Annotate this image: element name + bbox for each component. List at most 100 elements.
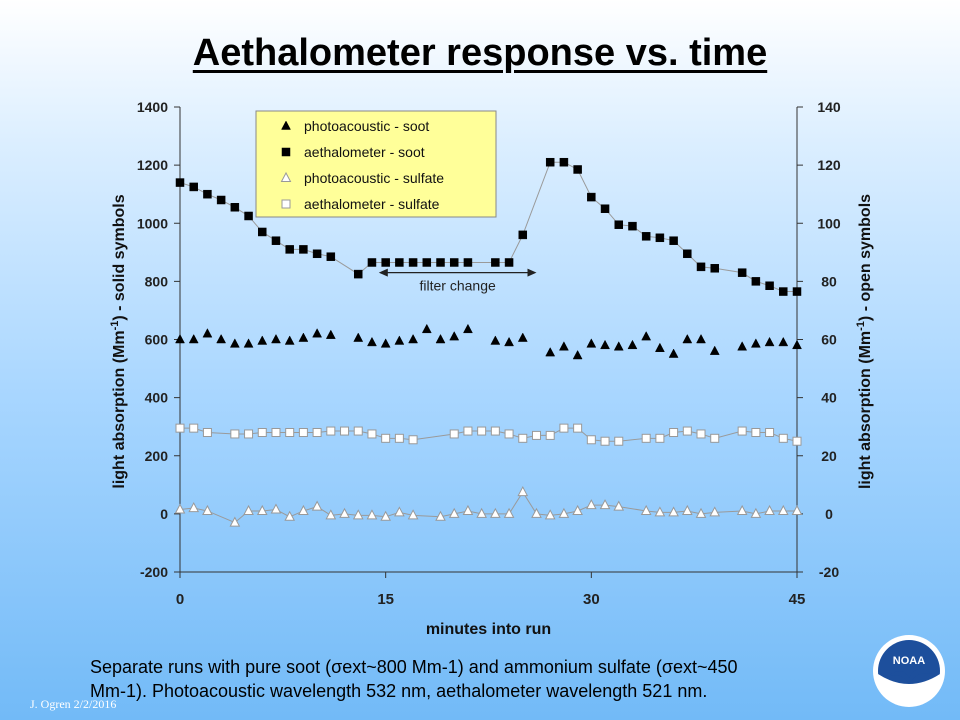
legend-marker-1	[281, 147, 291, 157]
y-axis-label-left: light absorption (Mm-1) - solid symbols	[109, 194, 128, 488]
series-1-point	[737, 268, 747, 277]
series-2-point	[435, 510, 446, 521]
series-3-point	[778, 433, 788, 443]
series-0-point	[545, 347, 556, 357]
x-tick-label: 30	[583, 591, 600, 608]
series-2-point	[668, 506, 679, 517]
series-1-point	[669, 236, 678, 245]
y-tick-label-right: 100	[817, 215, 841, 231]
series-1-point	[792, 287, 802, 296]
series-1-point	[504, 258, 514, 267]
series-3-point	[504, 429, 514, 439]
series-3-point	[792, 436, 802, 446]
series-2-point	[462, 504, 474, 515]
series-1-point	[367, 258, 377, 267]
series-2-point	[764, 504, 775, 515]
legend-marker-2	[280, 171, 292, 182]
filter-change-arrowhead-left	[378, 268, 388, 277]
series-0-point	[449, 331, 460, 341]
series-3-point	[655, 433, 665, 443]
author-credit: J. Ogren 2/2/2016	[30, 697, 117, 711]
series-1-point	[422, 258, 432, 267]
series-0-point	[188, 333, 199, 344]
series-0-point	[654, 342, 665, 352]
series-0-point	[243, 338, 254, 348]
series-1-point	[573, 165, 582, 174]
series-1-point	[326, 252, 336, 261]
series-1-point	[230, 203, 240, 212]
series-1-point	[271, 236, 281, 245]
series-0-point	[367, 336, 377, 347]
legend-label-3: aethalometer - sulfate	[304, 196, 440, 212]
series-3-point	[271, 428, 281, 437]
series-1-point	[545, 157, 555, 167]
noaa-logo-text: NOAA	[893, 655, 925, 667]
series-0-point	[792, 339, 802, 350]
series-0-point	[641, 331, 652, 341]
series-1-point	[491, 258, 500, 267]
legend-label-2: photoacoustic - sulfate	[304, 170, 444, 186]
series-2-point	[270, 503, 282, 514]
series-2-point	[407, 509, 419, 520]
y-axis-label-right: light absorption (Mm-1) - open symbols	[855, 194, 874, 489]
series-1-point	[395, 258, 404, 267]
series-3-point	[285, 428, 295, 437]
series-0-point	[490, 335, 501, 345]
series-0-point	[668, 348, 679, 358]
y-tick-label-left: -200	[140, 564, 168, 580]
legend-box	[255, 110, 497, 218]
series-0-point	[284, 335, 295, 345]
series-0-point	[709, 345, 720, 355]
series-2-point	[558, 507, 570, 518]
series-3-point	[490, 426, 500, 436]
series-2-point	[243, 504, 254, 515]
series-2-point	[352, 509, 364, 520]
series-0-point	[229, 338, 240, 348]
series-3-point	[669, 428, 679, 437]
series-3-point	[257, 428, 267, 437]
series-1-point	[203, 189, 212, 199]
legend-marker-3	[281, 199, 291, 209]
series-0-point	[737, 341, 748, 351]
series-3-point	[244, 429, 254, 439]
series-2-point	[202, 504, 213, 515]
legend-label-1: aethalometer - soot	[304, 144, 425, 160]
series-2-point	[531, 507, 542, 518]
series-2-point	[366, 509, 378, 520]
series-0-point	[380, 338, 391, 348]
series-3-point	[710, 433, 720, 443]
y-tick-label-right: 60	[821, 332, 837, 348]
series-2-point	[325, 509, 337, 520]
series-2-point	[380, 510, 391, 521]
series-0-point	[435, 333, 446, 344]
noaa-logo: NOAA	[873, 635, 945, 707]
series-1-point	[628, 221, 637, 231]
series-0-point	[600, 339, 610, 350]
series-2-point	[695, 507, 707, 518]
series-0-point	[394, 335, 405, 345]
series-0-point	[257, 335, 268, 345]
series-0-point	[325, 329, 336, 339]
series-0-point	[778, 336, 789, 347]
series-3-point	[298, 428, 308, 437]
series-0-point	[216, 333, 227, 344]
y-tick-label-right: 80	[821, 273, 837, 289]
series-3-point	[353, 426, 363, 436]
series-3-point	[230, 429, 240, 439]
series-3-point	[394, 433, 404, 443]
series-0-point	[750, 338, 761, 348]
series-2-point	[448, 507, 460, 518]
series-3-point	[600, 436, 610, 446]
series-1-point	[463, 258, 473, 267]
series-0-point	[613, 341, 624, 351]
series-1-point	[587, 192, 596, 202]
series-2-point	[640, 504, 652, 515]
series-0-point	[572, 349, 583, 360]
y-tick-label-left: 1400	[137, 99, 168, 115]
series-1-point	[285, 245, 294, 254]
series-3-point	[312, 428, 322, 437]
series-0-point	[558, 341, 569, 351]
series-3-point	[559, 423, 569, 433]
series-0-point	[312, 328, 323, 338]
